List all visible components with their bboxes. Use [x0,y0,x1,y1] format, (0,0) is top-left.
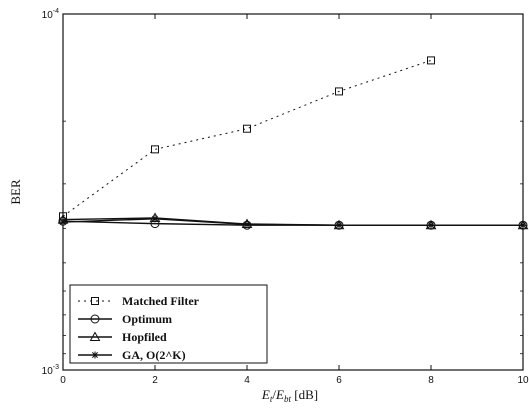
x-tick-label: 4 [244,375,250,386]
legend-item: Optimum [78,312,172,326]
star-marker [151,215,159,223]
legend-items: Matched Filter Optimum Hopfiled GA, O(2^K) [78,294,200,362]
legend-item: Hopfiled [78,330,167,344]
legend-item: Matched Filter [78,294,200,308]
circle-marker [90,314,100,324]
y-tick-label: 10-4 [42,8,59,21]
legend-label: GA, O(2^K) [122,348,186,362]
star-marker [519,221,527,229]
legend-box [69,284,268,364]
star-marker [243,220,251,228]
legend-label: Optimum [122,312,172,326]
square-marker [243,124,251,133]
y-axis-label: BER [8,179,23,205]
triangle-marker [89,331,101,341]
y-tick-label: 10-3 [42,364,59,377]
star-marker [335,221,343,229]
x-tick-label: 0 [60,375,66,386]
legend-item: GA, O(2^K) [78,348,186,362]
legend-label: Matched Filter [122,294,200,308]
legend-label: Hopfiled [122,330,167,344]
x-tick-label: 6 [336,375,342,386]
legend: Matched Filter Optimum Hopfiled GA, O(2^K) [69,284,268,364]
square-marker [335,87,343,96]
axis-ticks: 0 2 4 6 8 10 10-4 10-3 [42,8,529,386]
x-tick-label: 8 [428,375,434,386]
x-tick-label: 2 [152,375,158,386]
star-marker [59,218,67,226]
star-marker [427,221,435,229]
series-line [62,218,523,226]
square-marker [427,56,435,65]
series-star [59,215,527,229]
series-layer [57,56,529,230]
star-marker [91,351,99,359]
x-axis-label: Et/Ebt [dB] [261,387,318,404]
square-marker [151,145,159,154]
x-tick-label: 10 [517,375,529,386]
square-marker [91,297,99,305]
